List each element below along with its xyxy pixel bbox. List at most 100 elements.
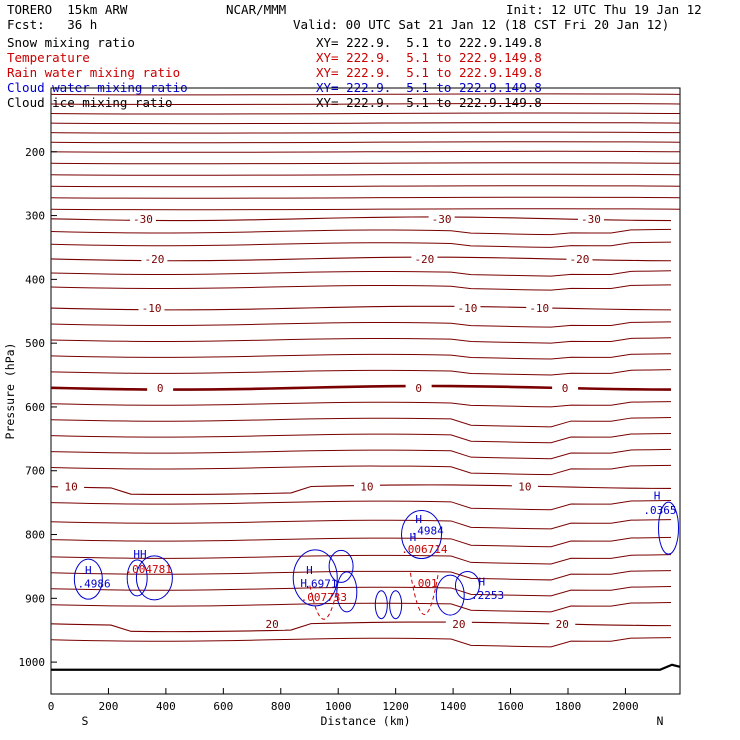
isotherm-line <box>50 432 672 444</box>
isotherm-label: -20 <box>570 253 590 266</box>
header-model: TORERO 15km ARW <box>7 2 128 17</box>
cloud-label: H <box>415 513 422 526</box>
isotherm-line-upper <box>50 102 681 106</box>
isotherm-line-upper <box>50 196 681 199</box>
isotherm-line <box>50 270 672 277</box>
field-name-temperature: Temperature <box>7 50 90 65</box>
isotherm-line-upper <box>50 112 681 115</box>
x-tick-label: 600 <box>213 700 233 713</box>
isotherm-line <box>50 554 672 565</box>
isotherm-line-upper <box>50 162 681 165</box>
isotherm-line <box>50 353 672 360</box>
y-tick-label: 1000 <box>19 656 46 669</box>
isotherm-line <box>50 586 672 597</box>
field-xy-cloud-ice: XY= 222.9. 5.1 to 222.9.149.8 <box>316 95 542 110</box>
isotherm-label-bg <box>454 301 481 315</box>
end-label-right: N <box>657 714 664 728</box>
rain-contour <box>409 572 439 615</box>
x-tick-label: 800 <box>271 700 291 713</box>
isotherm-line-upper <box>50 141 681 144</box>
cloud-water-contour <box>435 574 465 616</box>
cloud-water-contour <box>73 558 103 600</box>
isotherm-label: 0 <box>157 382 164 395</box>
isotherm-line <box>50 241 672 248</box>
cloud-water-contour <box>454 571 480 601</box>
cloud-label: .2253 <box>471 589 504 602</box>
isotherm-label-bg <box>353 479 380 493</box>
isotherm-line-upper <box>50 185 681 188</box>
x-tick-label: 1400 <box>440 700 467 713</box>
x-tick-label: 0 <box>48 700 55 713</box>
isotherm-label-bg <box>552 380 579 394</box>
field-xy-snow: XY= 222.9. 5.1 to 222.9.149.8 <box>316 35 542 50</box>
isotherm-label: 0 <box>562 382 569 395</box>
y-tick-label: 800 <box>25 529 45 542</box>
isotherm-label: 0 <box>415 382 422 395</box>
cloud-label: .6971 <box>304 577 337 590</box>
isotherm-label-bg <box>141 251 168 265</box>
x-axis-label: Distance (km) <box>320 714 410 728</box>
isotherm-line-upper <box>50 122 681 125</box>
isotherm-label-bg <box>445 616 472 630</box>
rain-label: .006714 <box>401 543 448 556</box>
y-tick-label: 300 <box>25 210 45 223</box>
cloud-water-contour <box>328 549 354 583</box>
isotherm-line-20 <box>50 621 672 633</box>
field-xy-rain: XY= 222.9. 5.1 to 222.9.149.8 <box>316 65 542 80</box>
isotherm-line <box>50 448 672 460</box>
isotherm-label-bg <box>129 211 156 225</box>
isotherm-line <box>50 228 672 236</box>
field-name-rain: Rain water mixing ratio <box>7 65 181 80</box>
isotherm-label-bg <box>549 616 576 630</box>
isotherm-line <box>50 637 672 648</box>
cloud-label: H <box>410 531 417 544</box>
isotherm-line <box>50 417 672 428</box>
cloud-water-contour <box>292 549 338 607</box>
isotherm-label-bg <box>526 301 553 315</box>
isotherm-line-upper <box>50 150 681 153</box>
isotherm-line <box>50 602 672 613</box>
isotherm-line-upper <box>50 208 681 211</box>
y-tick-label: 600 <box>25 401 45 414</box>
isotherm-line <box>50 401 672 408</box>
isotherm-label-bg <box>259 616 286 630</box>
rain-contour <box>309 585 339 620</box>
isotherm-label-bg <box>147 380 174 394</box>
isotherm-label: 20 <box>266 618 279 631</box>
cloud-label: H <box>654 489 661 502</box>
cloud-water-contour <box>135 555 173 601</box>
isotherm-line <box>50 337 672 344</box>
isotherm-line-upper <box>50 131 681 134</box>
isotherm-label-bg <box>58 479 85 493</box>
cloud-water-contour <box>658 501 680 555</box>
cloud-label: .4986 <box>78 577 111 590</box>
cloud-label: H <box>85 564 92 577</box>
rain-label: .004781 <box>125 563 171 576</box>
header-center: NCAR/MMM <box>226 2 287 17</box>
isotherm-label: -30 <box>133 213 153 226</box>
cloud-water-contour <box>401 510 443 560</box>
cloud-water-contour <box>374 590 388 620</box>
isotherm-label: -30 <box>581 213 601 226</box>
isotherm-label-bg <box>511 479 538 493</box>
cloud-label: H <box>300 577 307 590</box>
y-tick-label: 200 <box>25 146 45 159</box>
isotherm-label-bg <box>405 380 432 394</box>
x-tick-label: 2000 <box>612 700 639 713</box>
isotherm-label-bg <box>138 301 165 315</box>
isotherm-label: 20 <box>452 618 465 631</box>
isotherm-line-upper <box>50 173 681 176</box>
isotherm-line <box>50 499 672 511</box>
cloud-water-contour <box>389 590 403 620</box>
x-tick-label: 1000 <box>325 700 352 713</box>
isotherm-line <box>50 369 672 376</box>
isotherm-label: -20 <box>144 253 164 266</box>
y-tick-label: 700 <box>25 465 45 478</box>
y-axis-label: Pressure (hPa) <box>3 343 17 440</box>
isotherm-label: -20 <box>414 253 434 266</box>
rain-label: .007733 <box>301 591 347 604</box>
header-init: Init: 12 UTC Thu 19 Jan 12 <box>506 2 702 17</box>
isotherm-label-bg <box>411 251 438 265</box>
rain-label: .001 <box>411 577 438 590</box>
